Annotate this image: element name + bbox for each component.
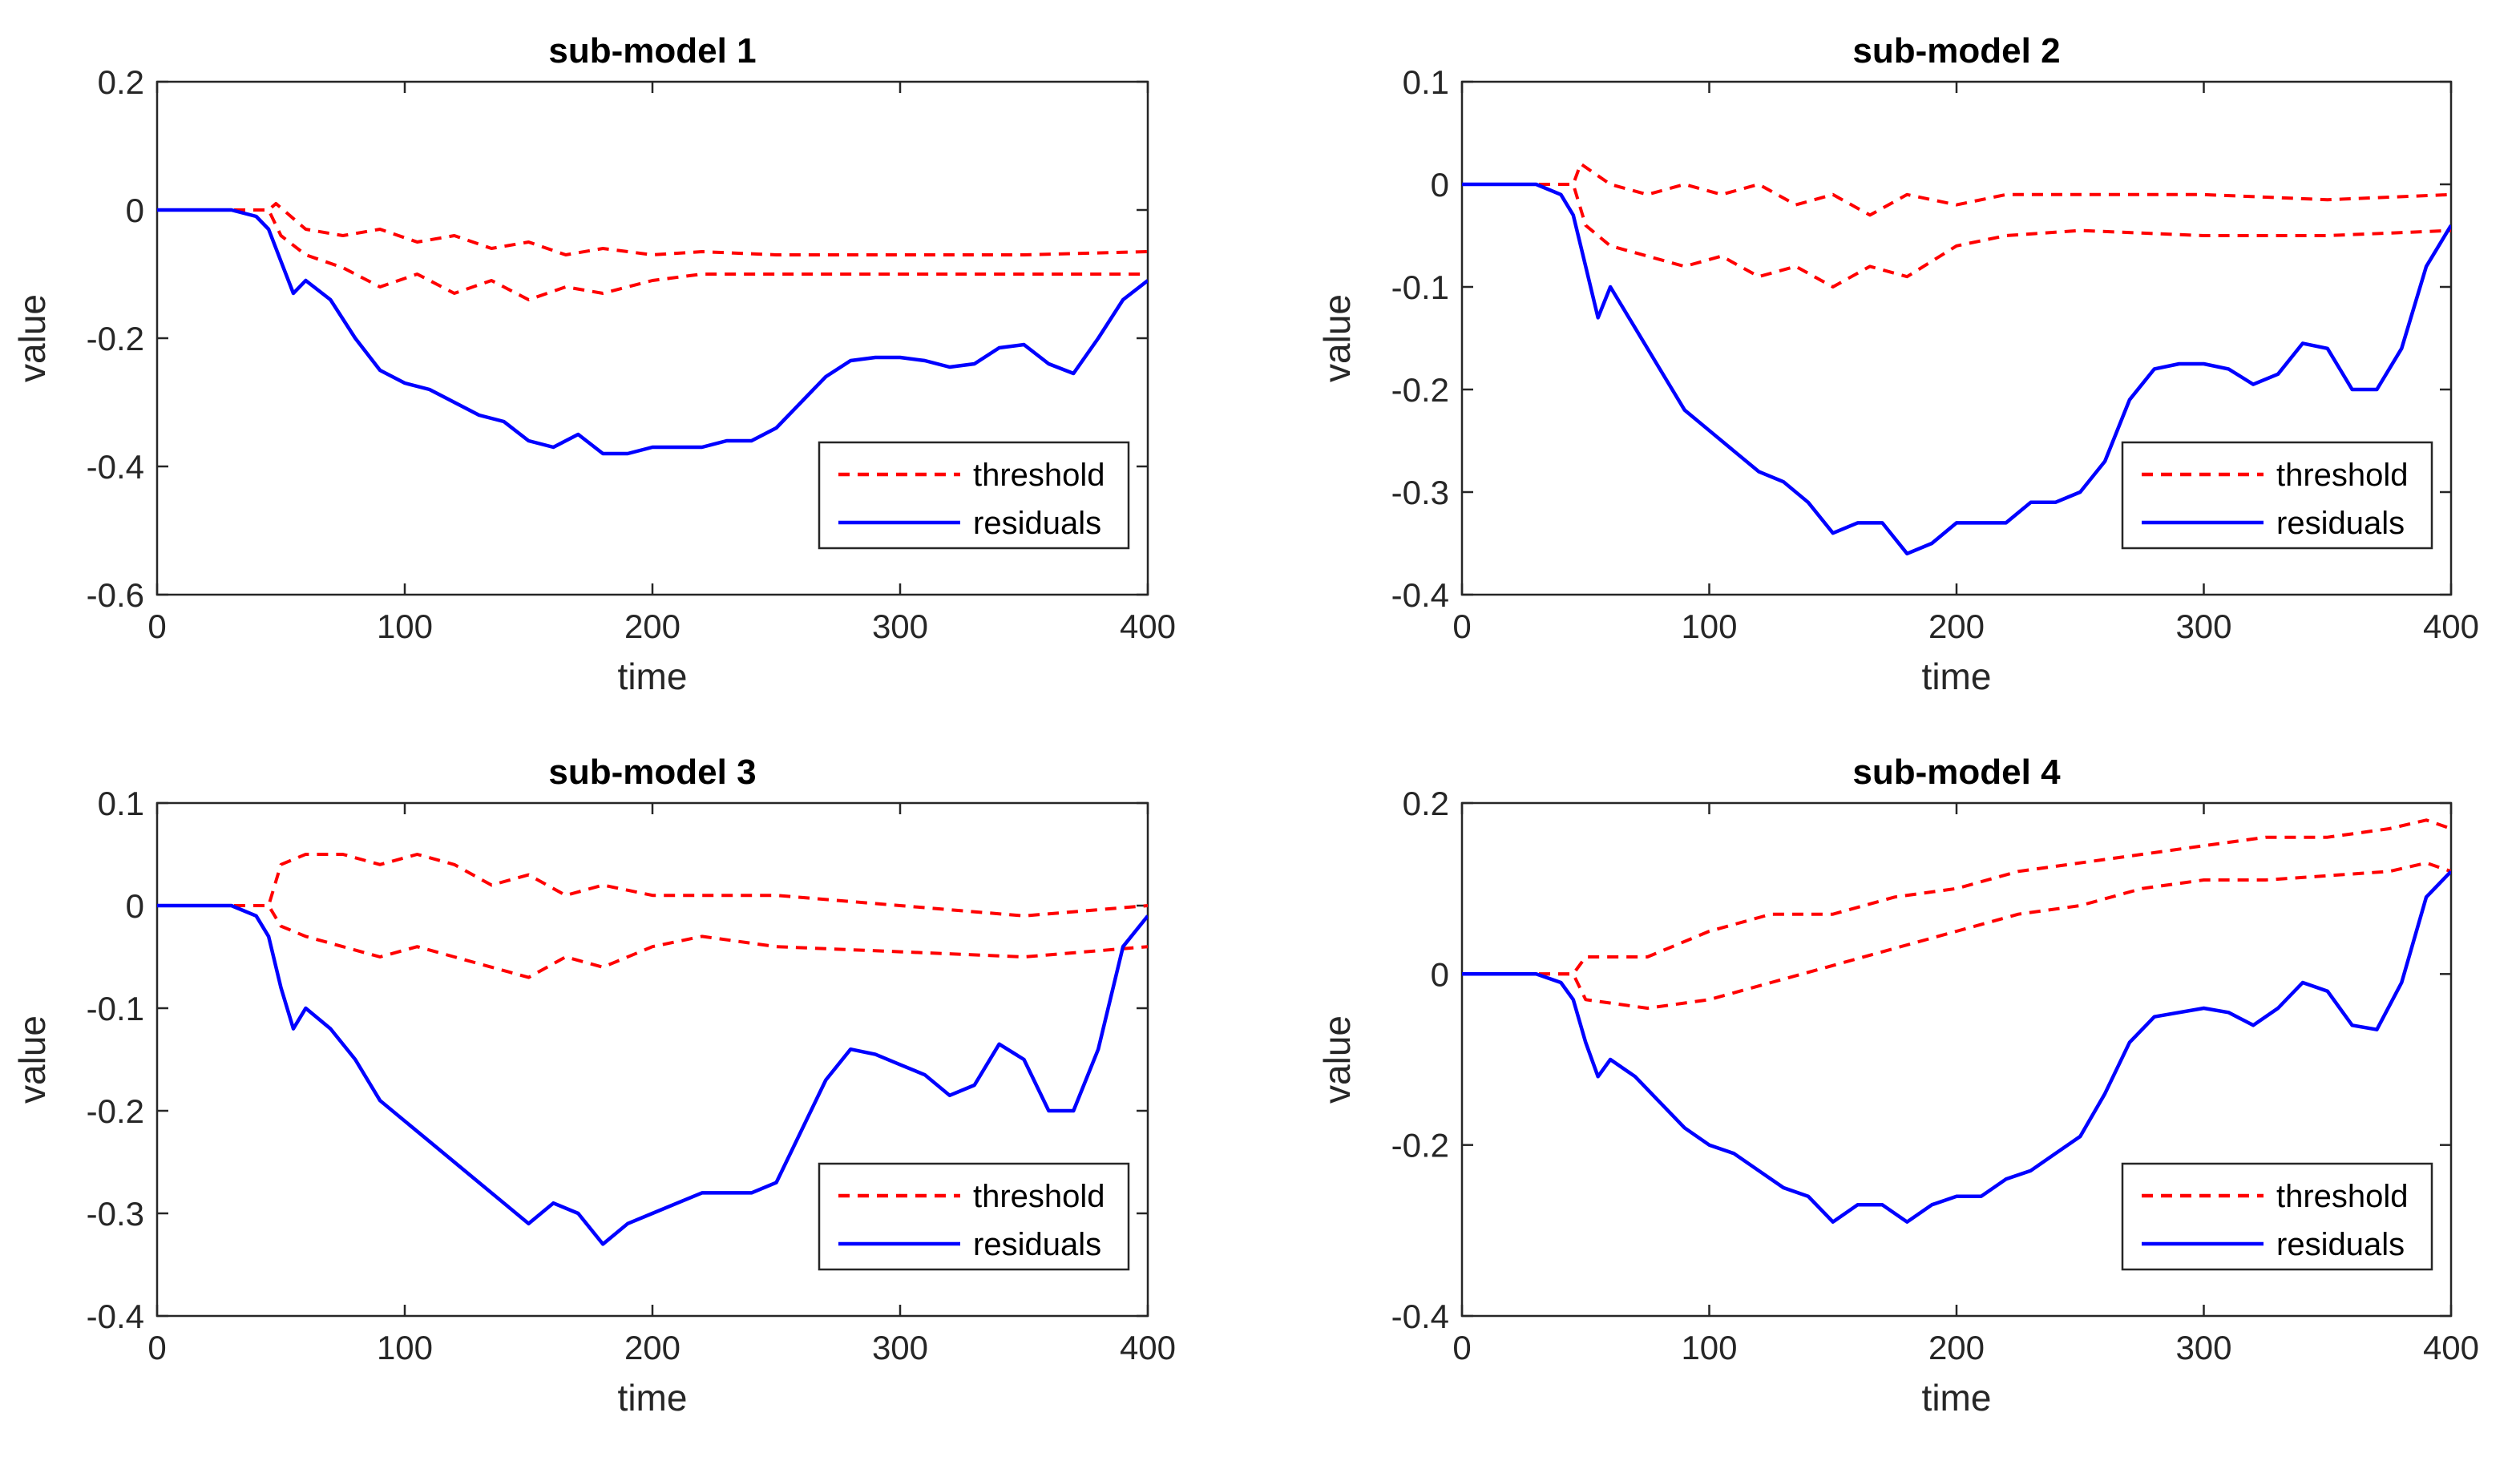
y-tick-label: 0.1 <box>1403 63 1449 101</box>
threshold-line-upper <box>1462 162 2451 217</box>
x-tick-label: 100 <box>1681 1329 1737 1366</box>
y-tick-label: 0.1 <box>98 785 144 822</box>
y-tick-label: -0.2 <box>1391 1127 1449 1164</box>
data-layer <box>157 853 1148 1246</box>
threshold-line-upper <box>157 202 1148 256</box>
y-tick-label: -0.1 <box>87 990 144 1027</box>
legend-label-residuals: residuals <box>973 1227 1101 1262</box>
chart-title: sub-model 1 <box>548 31 756 71</box>
legend-box <box>818 1162 1130 1271</box>
x-tick-label: 400 <box>2423 607 2479 645</box>
legend: threshold residuals <box>818 1162 1130 1271</box>
legend-box <box>2121 441 2433 550</box>
x-tick-label: 200 <box>1928 1329 1985 1366</box>
threshold-line-lower <box>1462 183 2451 289</box>
y-axis-label: value <box>1316 1015 1358 1104</box>
chart-title: sub-model 3 <box>548 753 756 792</box>
y-axis-label: value <box>11 294 53 382</box>
x-tick-label: 200 <box>624 607 680 645</box>
subplot-3: 0 100 200 300 400 -0.4 -0.3 -0.2 -0.1 0 0.1 sub-mod… <box>11 753 1176 1419</box>
chart-title: sub-model 2 <box>1852 31 2060 71</box>
y-tick-label: 0 <box>126 887 144 925</box>
data-layer <box>1462 818 2451 1224</box>
y-tick-label: 0.2 <box>1403 785 1449 822</box>
legend-label-threshold: threshold <box>2276 458 2409 493</box>
x-axis-label: time <box>1922 656 1992 697</box>
x-tick-label: 0 <box>147 1329 166 1366</box>
threshold-line-upper <box>1462 818 2451 976</box>
subplot-2: 0 100 200 300 400 -0.4 -0.3 -0.2 -0.1 0 0.1 sub-mod… <box>1316 31 2479 697</box>
x-tick-label: 200 <box>624 1329 680 1366</box>
legend-label-residuals: residuals <box>2276 506 2405 541</box>
chart-title: sub-model 4 <box>1852 753 2061 792</box>
x-tick-label: 0 <box>1452 1329 1471 1366</box>
y-tick-label: -0.2 <box>1391 371 1449 409</box>
x-tick-label: 400 <box>1120 1329 1176 1366</box>
x-tick-label: 200 <box>1928 607 1985 645</box>
y-axis-label: value <box>11 1015 53 1104</box>
y-tick-label: -0.4 <box>1391 576 1449 614</box>
legend-label-threshold: threshold <box>973 458 1105 493</box>
x-tick-label: 100 <box>377 1329 433 1366</box>
y-tick-label: 0 <box>1431 955 1449 993</box>
x-tick-label: 300 <box>872 1329 928 1366</box>
y-axis-label: value <box>1316 294 1358 382</box>
x-tick-label: 0 <box>1452 607 1471 645</box>
residuals-line <box>157 208 1148 456</box>
x-tick-label: 100 <box>1681 607 1737 645</box>
y-tick-label: -0.4 <box>87 1298 144 1335</box>
legend-label-threshold: threshold <box>973 1179 1105 1214</box>
y-tick-label: -0.1 <box>1391 268 1449 306</box>
subplot-4: 0 100 200 300 400 -0.4 -0.2 0 0.2 sub-model 4 time… <box>1316 753 2479 1419</box>
y-tick-label: -0.2 <box>87 1092 144 1130</box>
x-tick-label: 400 <box>2423 1329 2479 1366</box>
data-layer <box>157 202 1148 456</box>
y-tick-label: 0.2 <box>98 63 144 101</box>
legend: threshold residuals <box>818 441 1130 550</box>
residuals-line <box>1462 182 2451 556</box>
subplot-1: 0 100 200 300 400 -0.6 -0.4 -0.2 0 0.2 sub-model 1… <box>11 31 1176 697</box>
x-tick-label: 0 <box>147 607 166 645</box>
threshold-line-lower <box>157 904 1148 979</box>
legend-label-residuals: residuals <box>973 506 1101 541</box>
x-tick-label: 300 <box>2175 607 2231 645</box>
y-tick-label: -0.4 <box>87 448 144 486</box>
legend-label-threshold: threshold <box>2276 1179 2409 1214</box>
data-layer <box>1462 162 2451 556</box>
x-tick-label: 400 <box>1120 607 1176 645</box>
x-axis-label: time <box>1922 1377 1992 1419</box>
legend: threshold residuals <box>2121 1162 2433 1271</box>
legend-label-residuals: residuals <box>2276 1227 2405 1262</box>
threshold-line-lower <box>157 208 1148 301</box>
x-tick-label: 100 <box>377 607 433 645</box>
y-tick-label: -0.3 <box>1391 474 1449 511</box>
residuals-line <box>1462 870 2451 1224</box>
y-tick-label: -0.2 <box>87 320 144 357</box>
y-tick-label: -0.4 <box>1391 1298 1449 1335</box>
y-tick-label: 0 <box>126 192 144 229</box>
threshold-line-lower <box>1462 861 2451 1010</box>
residuals-line <box>157 903 1148 1246</box>
legend-box <box>2121 1162 2433 1271</box>
x-axis-label: time <box>618 1377 688 1419</box>
y-tick-label: 0 <box>1431 166 1449 204</box>
legend: threshold residuals <box>2121 441 2433 550</box>
threshold-line-upper <box>157 853 1148 918</box>
legend-box <box>818 441 1130 550</box>
x-tick-label: 300 <box>2175 1329 2231 1366</box>
y-tick-label: -0.6 <box>87 576 144 614</box>
x-tick-label: 300 <box>872 607 928 645</box>
x-axis-label: time <box>618 656 688 697</box>
y-tick-label: -0.3 <box>87 1195 144 1233</box>
